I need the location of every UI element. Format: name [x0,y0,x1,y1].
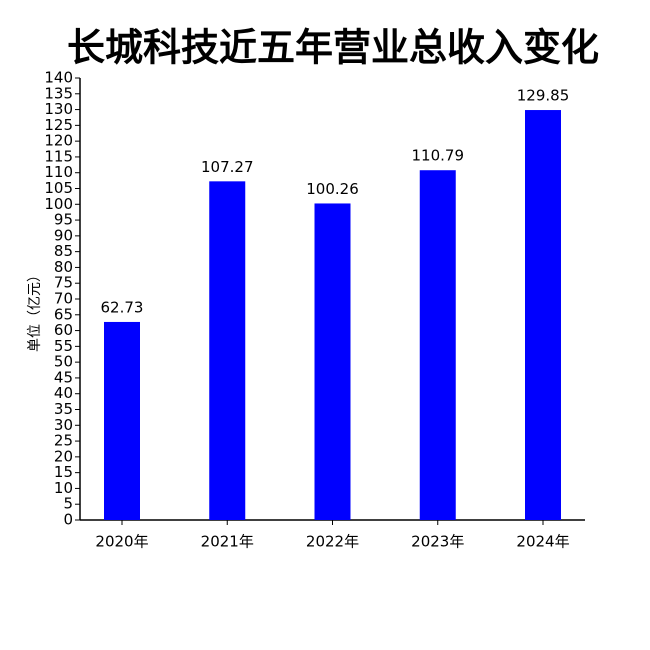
bar [419,170,456,520]
y-tick-label: 45 [54,368,73,386]
y-tick-label: 110 [44,163,73,181]
y-tick-label: 115 [44,147,73,165]
y-tick-label: 85 [54,242,73,260]
bar [314,203,351,521]
value-label: 62.73 [101,298,144,316]
y-tick-label: 40 [54,384,73,402]
x-tick-label: 2021年 [201,533,254,551]
y-tick-label: 0 [63,511,73,529]
y-tick-label: 95 [54,211,73,229]
y-tick-label: 15 [54,463,73,481]
y-tick-label: 120 [44,132,73,150]
y-tick-label: 125 [44,116,73,134]
bar [209,181,246,520]
y-tick-label: 60 [54,321,73,339]
y-tick-label: 130 [44,100,73,118]
y-tick-label: 20 [54,447,73,465]
bar [104,321,140,520]
x-tick-label: 2023年 [411,533,464,551]
y-tick-label: 65 [54,305,73,323]
value-label: 110.79 [412,147,465,165]
y-tick-label: 25 [54,432,73,450]
y-tick-label: 10 [54,479,73,497]
y-tick-label: 50 [54,353,73,371]
y-tick-label: 105 [44,179,73,197]
chart-title: 长城科技近五年营业总收入变化 [67,26,599,70]
y-tick-label: 30 [54,416,73,434]
x-tick-label: 2022年 [306,533,359,551]
y-axis-label: 单位（亿元） [27,268,43,352]
value-label: 129.85 [517,87,570,105]
y-tick-label: 100 [44,195,73,213]
bar [525,110,561,521]
y-tick-label: 35 [54,400,73,418]
value-label: 107.27 [201,158,254,176]
y-tick-label: 80 [54,258,73,276]
y-tick-label: 90 [54,226,73,244]
y-tick-label: 70 [54,290,73,308]
x-tick-label: 2024年 [516,533,569,551]
y-tick-label: 5 [63,495,73,513]
value-label: 100.26 [306,180,359,198]
y-tick-label: 75 [54,274,73,292]
y-tick-label: 135 [44,84,73,102]
y-tick-label: 140 [44,69,73,87]
y-tick-label: 55 [54,337,73,355]
x-tick-label: 2020年 [95,533,148,551]
